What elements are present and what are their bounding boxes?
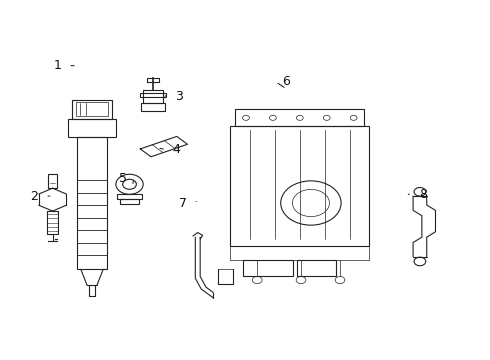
Text: 7: 7	[179, 197, 187, 210]
Text: 1: 1	[53, 59, 61, 72]
Bar	[143, 90, 163, 103]
Bar	[72, 100, 112, 119]
Text: 8: 8	[419, 188, 427, 201]
Text: 2: 2	[30, 190, 38, 203]
Bar	[117, 194, 142, 199]
Text: 4: 4	[173, 143, 181, 156]
Text: 5: 5	[119, 172, 127, 185]
Bar	[48, 174, 57, 188]
Text: 3: 3	[175, 90, 183, 103]
Bar	[47, 211, 58, 234]
Text: 6: 6	[282, 75, 291, 88]
Bar	[243, 260, 293, 276]
Bar	[230, 126, 369, 246]
Bar	[77, 137, 107, 269]
Bar	[235, 109, 365, 126]
Bar	[140, 93, 166, 97]
Bar	[68, 119, 116, 137]
Bar	[141, 103, 165, 111]
Bar	[297, 260, 336, 276]
Bar	[76, 102, 108, 116]
Bar	[120, 199, 139, 203]
